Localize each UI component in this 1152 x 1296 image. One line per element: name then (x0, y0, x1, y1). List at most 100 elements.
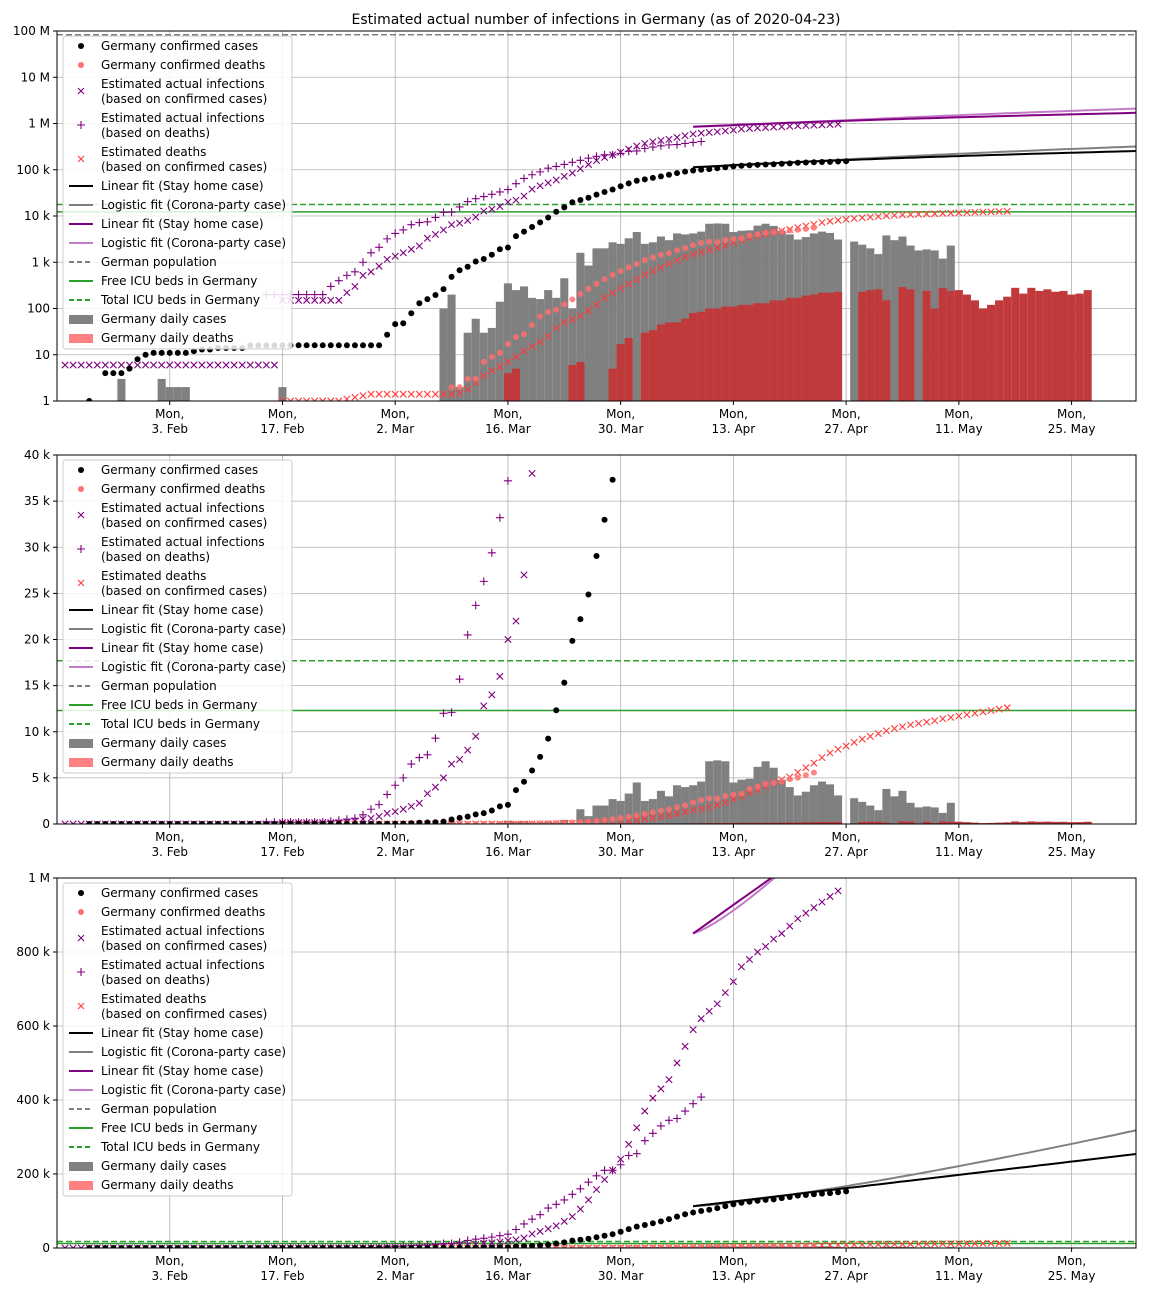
y-tick-label: 1 k (32, 255, 50, 269)
confirmed-cases-point (674, 39, 680, 45)
confirmed-deaths-point (762, 1243, 769, 1248)
x-tick-label-line: Mon, (493, 407, 522, 421)
y-tick-label: 35 k (24, 494, 50, 508)
confirmed-cases-point (690, 167, 697, 174)
estimated-infections-cases-point (125, 1244, 134, 1248)
estimated-deaths-point (979, 1239, 987, 1248)
daily-cases-bar (850, 798, 859, 824)
daily-deaths-bar (866, 821, 875, 824)
estimated-deaths-point (882, 212, 890, 220)
legend-swatch-x (77, 511, 85, 519)
estimated-infections-cases-point (584, 160, 593, 169)
estimated-infections-cases-point (536, 1227, 544, 1235)
estimated-infections-deaths-point (391, 229, 400, 238)
daily-cases-bar (648, 242, 657, 401)
x-tick-label: Mon, 30. Mar (598, 1254, 644, 1283)
estimated-infections-cases-point (713, 1000, 721, 1008)
daily-deaths-bar (664, 322, 673, 401)
confirmed-deaths-point (569, 296, 576, 303)
estimated-deaths-point (335, 397, 343, 401)
x-tick-label-line: 2. Mar (376, 845, 414, 859)
estimated-infections-deaths-point (520, 220, 528, 228)
daily-deaths-bar (817, 821, 826, 824)
confirmed-cases-point (142, 1244, 149, 1248)
legend-label: Estimated actual infections (based on dea… (101, 958, 265, 987)
confirmed-cases-point (835, 158, 842, 165)
estimated-deaths-point (898, 1240, 907, 1248)
x-tick-label-line: Mon, (381, 830, 410, 844)
daily-deaths-bar (995, 300, 1004, 401)
confirmed-cases-point (561, 1239, 568, 1246)
estimated-deaths-point (834, 1241, 842, 1248)
estimated-deaths-point (641, 271, 649, 279)
estimated-infections-deaths-point (697, 1093, 706, 1102)
confirmed-cases-point (488, 251, 495, 258)
estimated-infections-cases-point (560, 1217, 568, 1225)
daily-cases-bar (278, 387, 287, 401)
estimated-deaths-point (818, 219, 826, 227)
confirmed-deaths-point (738, 1243, 745, 1248)
confirmed-cases-point (521, 778, 528, 785)
confirmed-cases-point (376, 1244, 383, 1248)
legend-swatch-dot (78, 909, 84, 915)
daily-deaths-bar (1059, 290, 1068, 401)
confirmed-deaths-point (730, 791, 737, 798)
daily-deaths-bar (874, 821, 883, 824)
confirmed-cases-point (166, 820, 173, 824)
confirmed-deaths-point (810, 769, 817, 776)
x-tick-label-line: 2. Mar (376, 422, 414, 436)
daily-deaths-bar (656, 324, 665, 401)
estimated-deaths-point (995, 705, 1003, 713)
legend-label: Linear fit (Stay home case) (101, 179, 264, 193)
estimated-infections-cases-point (69, 1244, 77, 1248)
daily-cases-bar (930, 807, 939, 824)
confirmed-cases-point (529, 223, 536, 230)
confirmed-deaths-point (504, 341, 511, 348)
daily-cases-bar (528, 297, 537, 401)
x-tick-label: Mon, 25. May (1048, 1254, 1096, 1283)
confirmed-cases-point (166, 349, 173, 356)
confirmed-cases-point (198, 820, 205, 824)
confirmed-deaths-point (649, 809, 656, 816)
daily-cases-bar (117, 378, 126, 401)
confirmed-cases-point (601, 189, 608, 196)
legend-label: Germany daily deaths (101, 1178, 233, 1192)
estimated-deaths-point (649, 267, 657, 275)
estimated-infections-cases-point (214, 1244, 222, 1248)
estimated-infections-deaths-point (648, 143, 657, 152)
confirmed-cases-point (496, 1244, 503, 1248)
confirmed-cases-point (424, 819, 431, 824)
estimated-deaths-point (520, 347, 528, 355)
estimated-infections-cases-point (456, 755, 464, 764)
confirmed-cases-point (561, 679, 568, 686)
confirmed-cases-point (271, 820, 278, 824)
x-tick-label: Mon, 16. Mar (485, 1254, 531, 1283)
confirmed-cases-point (674, 1213, 681, 1220)
estimated-infections-cases-point (343, 289, 351, 297)
x-tick-label: Mon, 17. Feb (260, 407, 304, 436)
estimated-infections-cases-point (198, 361, 206, 369)
estimated-infections-cases-point (206, 1244, 214, 1248)
confirmed-cases-series (86, 1188, 850, 1248)
estimated-infections-deaths-point (640, 1136, 649, 1145)
estimated-infections-deaths-point (415, 218, 424, 227)
x-tick-label-line: Mon, (268, 830, 297, 844)
confirmed-cases-point (456, 814, 463, 821)
x-tick-label-line: Mon, (832, 830, 861, 844)
confirmed-cases-point (368, 342, 375, 349)
confirmed-cases-point (376, 342, 383, 349)
confirmed-cases-point (504, 244, 511, 251)
confirmed-cases-point (408, 820, 415, 824)
confirmed-cases-point (263, 1244, 270, 1248)
confirmed-cases-point (384, 1244, 391, 1248)
legend-label-line: Germany daily cases (101, 736, 226, 750)
estimated-infections-deaths-point (495, 513, 504, 522)
estimated-infections-cases-point (609, 151, 617, 159)
x-tick-label-line: 3. Feb (151, 845, 188, 859)
estimated-deaths-point (399, 390, 407, 398)
confirmed-cases-point (182, 820, 189, 824)
estimated-infections-deaths-point (568, 158, 577, 167)
estimated-infections-deaths-point (552, 162, 561, 171)
confirmed-deaths-point (722, 793, 729, 800)
